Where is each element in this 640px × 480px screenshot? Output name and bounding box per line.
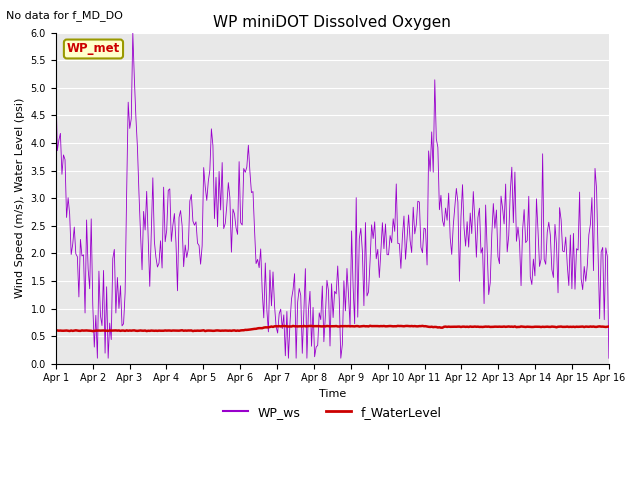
f_WaterLevel [366, 323, 374, 329]
Text: WP_met: WP_met [67, 43, 120, 56]
WP_ws [121, 290, 129, 296]
Title: WP miniDOT Dissolved Oxygen: WP miniDOT Dissolved Oxygen [213, 15, 451, 30]
f_WaterLevel [296, 324, 303, 329]
Line: f_WaterLevel: f_WaterLevel [56, 326, 609, 331]
f_WaterLevel [121, 328, 129, 334]
WP_ws [238, 222, 246, 228]
f_WaterLevel [89, 328, 97, 334]
WP_ws [93, 355, 101, 361]
Text: No data for f_MD_DO: No data for f_MD_DO [6, 10, 124, 21]
WP_ws [129, 30, 137, 36]
WP_ws [605, 355, 612, 361]
f_WaterLevel [237, 327, 244, 333]
Y-axis label: Wind Speed (m/s), Water Level (psi): Wind Speed (m/s), Water Level (psi) [15, 98, 25, 299]
Line: WP_ws: WP_ws [56, 33, 609, 358]
WP_ws [52, 78, 60, 84]
f_WaterLevel [577, 324, 585, 330]
WP_ws [248, 190, 255, 195]
f_WaterLevel [218, 328, 226, 334]
WP_ws [297, 292, 305, 298]
f_WaterLevel [52, 328, 60, 334]
WP_ws [220, 226, 228, 231]
f_WaterLevel [246, 327, 253, 333]
Legend: WP_ws, f_WaterLevel: WP_ws, f_WaterLevel [218, 401, 447, 424]
X-axis label: Time: Time [319, 389, 346, 399]
f_WaterLevel [605, 324, 612, 329]
WP_ws [577, 276, 585, 282]
